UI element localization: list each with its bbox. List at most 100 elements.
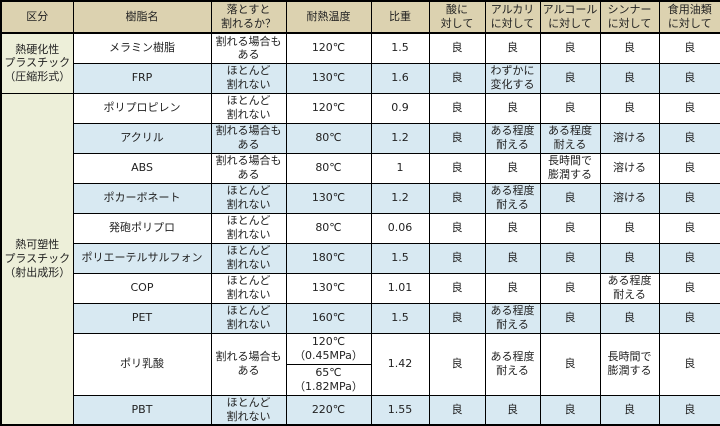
cell-alcohol: 良 — [539, 332, 601, 396]
cell-alkali: 良 — [484, 152, 541, 184]
cell-oil: 良 — [658, 122, 720, 154]
cell-thinner: 溶ける — [599, 182, 660, 214]
cell-alcohol: 良 — [539, 302, 601, 334]
cell-alcohol: 良 — [539, 242, 601, 274]
cell-oil: 良 — [658, 394, 720, 426]
cell-alkali: 良 — [484, 272, 541, 304]
header-resin-name: 樹脂名 — [72, 0, 212, 34]
table-row-polypropylene: 熱可塑性 プラスチック （射出成形） ポリプロピレン ほとんど 割れない 120… — [0, 92, 720, 426]
cell-thinner: 良 — [599, 302, 660, 334]
cell-heat-temp: 130℃ — [285, 272, 372, 304]
cell-resin-name: ポリエーテルサルフォン — [72, 242, 212, 274]
header-thinner: シンナー に対して — [599, 0, 660, 34]
cell-alcohol: 長時間で 膨潤する — [539, 152, 601, 184]
cell-alkali: ある程度 耐える — [484, 182, 541, 214]
cell-breaks: ほとんど 割れない — [210, 92, 287, 124]
cell-acid: 良 — [428, 32, 486, 64]
cell-resin-name: PBT — [72, 394, 212, 426]
cell-acid: 良 — [428, 394, 486, 426]
cell-gravity: 1.42 — [370, 332, 430, 396]
cell-gravity: 1.2 — [370, 182, 430, 214]
cell-alkali: 良 — [484, 92, 541, 124]
table-row-cop: COP ほとんど 割れない 130℃ 1.01 良 良 良 ある程度 耐える 良 — [1, 272, 720, 304]
cell-heat-temp: 120℃ — [285, 32, 372, 64]
cell-heat-temp: 130℃ — [285, 62, 372, 94]
cell-breaks: 割れる場合も ある — [210, 122, 287, 154]
table-row-polycarbonate: ポカーボネート ほとんど 割れない 130℃ 1.2 良 ある程度 耐える 良 … — [1, 182, 720, 214]
cell-breaks: ほとんど 割れない — [210, 62, 287, 94]
cell-breaks: ほとんど 割れない — [210, 394, 287, 426]
cell-gravity: 0.06 — [370, 212, 430, 244]
cell-breaks: 割れる場合も ある — [210, 332, 287, 396]
cell-acid: 良 — [428, 152, 486, 184]
cell-resin-name: メラミン樹脂 — [72, 32, 212, 64]
cell-heat-temp-upper: 120℃ （0.45MPa） — [285, 332, 372, 365]
table-row-polylactic-acid: ポリ乳酸 割れる場合も ある 120℃ （0.45MPa） 1.42 良 ある程… — [1, 332, 720, 396]
table-row-pbt: PBT ほとんど 割れない 220℃ 1.55 良 良 良 良 良 — [1, 394, 720, 426]
cell-alcohol: 良 — [539, 182, 601, 214]
cell-breaks: ほとんど 割れない — [210, 182, 287, 214]
cell-thinner: 良 — [599, 32, 660, 64]
cell-oil: 良 — [658, 62, 720, 94]
cell-breaks: ほとんど 割れない — [210, 242, 287, 274]
cell-alkali: 良 — [484, 212, 541, 244]
cell-thinner: 良 — [599, 62, 660, 94]
cell-breaks: ほとんど 割れない — [210, 302, 287, 334]
cell-thinner: 良 — [599, 242, 660, 274]
header-specific-gravity: 比重 — [370, 0, 430, 34]
cell-alcohol: 良 — [539, 272, 601, 304]
cell-resin-name: アクリル — [72, 122, 212, 154]
header-category: 区分 — [0, 0, 74, 34]
cell-alcohol: 良 — [539, 62, 601, 94]
cell-oil: 良 — [658, 152, 720, 184]
cell-resin-name: ポカーボネート — [72, 182, 212, 214]
cell-heat-temp-lower: 65℃ （1.82MPa） — [285, 363, 372, 396]
cell-thinner: 良 — [599, 394, 660, 426]
cell-resin-name: 発砲ポリプロ — [72, 212, 212, 244]
table-row-acrylic: アクリル 割れる場合も ある 80℃ 1.2 良 ある程度 耐える ある程度 耐… — [1, 122, 720, 154]
cell-thinner: 溶ける — [599, 122, 660, 154]
cell-heat-temp: 180℃ — [285, 242, 372, 274]
header-row: 区分 樹脂名 落とすと 割れるか？ 耐熱温度 比重 酸に 対して アルカリ に対… — [0, 0, 720, 34]
cell-oil: 良 — [658, 242, 720, 274]
table-row-abs: ABS 割れる場合も ある 80℃ 1 良 良 長時間で 膨潤する 溶ける 良 — [1, 152, 720, 184]
cell-resin-name: COP — [72, 272, 212, 304]
cell-alkali: ある程度 耐える — [484, 302, 541, 334]
header-acid: 酸に 対して — [428, 0, 486, 34]
table-row-polylactic-acid-sub: 65℃ （1.82MPa） — [1, 363, 720, 396]
cell-resin-name: ABS — [72, 152, 212, 184]
cell-gravity: 1.6 — [370, 62, 430, 94]
cell-acid: 良 — [428, 212, 486, 244]
header-breaks-when-dropped: 落とすと 割れるか？ — [210, 0, 287, 34]
cell-alcohol: 良 — [539, 32, 601, 64]
cell-acid: 良 — [428, 122, 486, 154]
table-row-polyethersulfone: ポリエーテルサルフォン ほとんど 割れない 180℃ 1.5 良 良 良 良 良 — [1, 242, 720, 274]
cell-thinner: 溶ける — [599, 152, 660, 184]
cell-alkali: 良 — [484, 32, 541, 64]
cell-breaks: 割れる場合も ある — [210, 32, 287, 64]
header-edible-oil: 食用油類 に対して — [658, 0, 720, 34]
cell-gravity: 1.5 — [370, 302, 430, 334]
cell-alkali: ある程度 耐える — [484, 332, 541, 396]
cell-alcohol: 良 — [539, 212, 601, 244]
cell-heat-temp: 80℃ — [285, 122, 372, 154]
cell-acid: 良 — [428, 92, 486, 124]
cell-acid: 良 — [428, 62, 486, 94]
cell-alcohol: 良 — [539, 92, 601, 124]
cell-acid: 良 — [428, 332, 486, 396]
table-row-foamed-polypro: 発砲ポリプロ ほとんど 割れない 80℃ 0.06 良 良 良 良 良 — [1, 212, 720, 244]
cell-alkali: ある程度 耐える — [484, 122, 541, 154]
category-thermoset: 熱硬化性 プラスチック （圧縮形式） — [0, 32, 74, 94]
cell-alkali: 良 — [484, 394, 541, 426]
cell-alkali: わずかに 変化する — [484, 62, 541, 94]
cell-heat-temp: 220℃ — [285, 394, 372, 426]
cell-breaks: ほとんど 割れない — [210, 272, 287, 304]
cell-thinner: 長時間で 膨潤する — [599, 332, 660, 396]
cell-gravity: 0.9 — [370, 92, 430, 124]
cell-oil: 良 — [658, 32, 720, 64]
cell-resin-name: ポリプロピレン — [72, 92, 212, 124]
cell-resin-name: ポリ乳酸 — [72, 332, 212, 396]
cell-heat-temp: 80℃ — [285, 212, 372, 244]
cell-oil: 良 — [658, 212, 720, 244]
